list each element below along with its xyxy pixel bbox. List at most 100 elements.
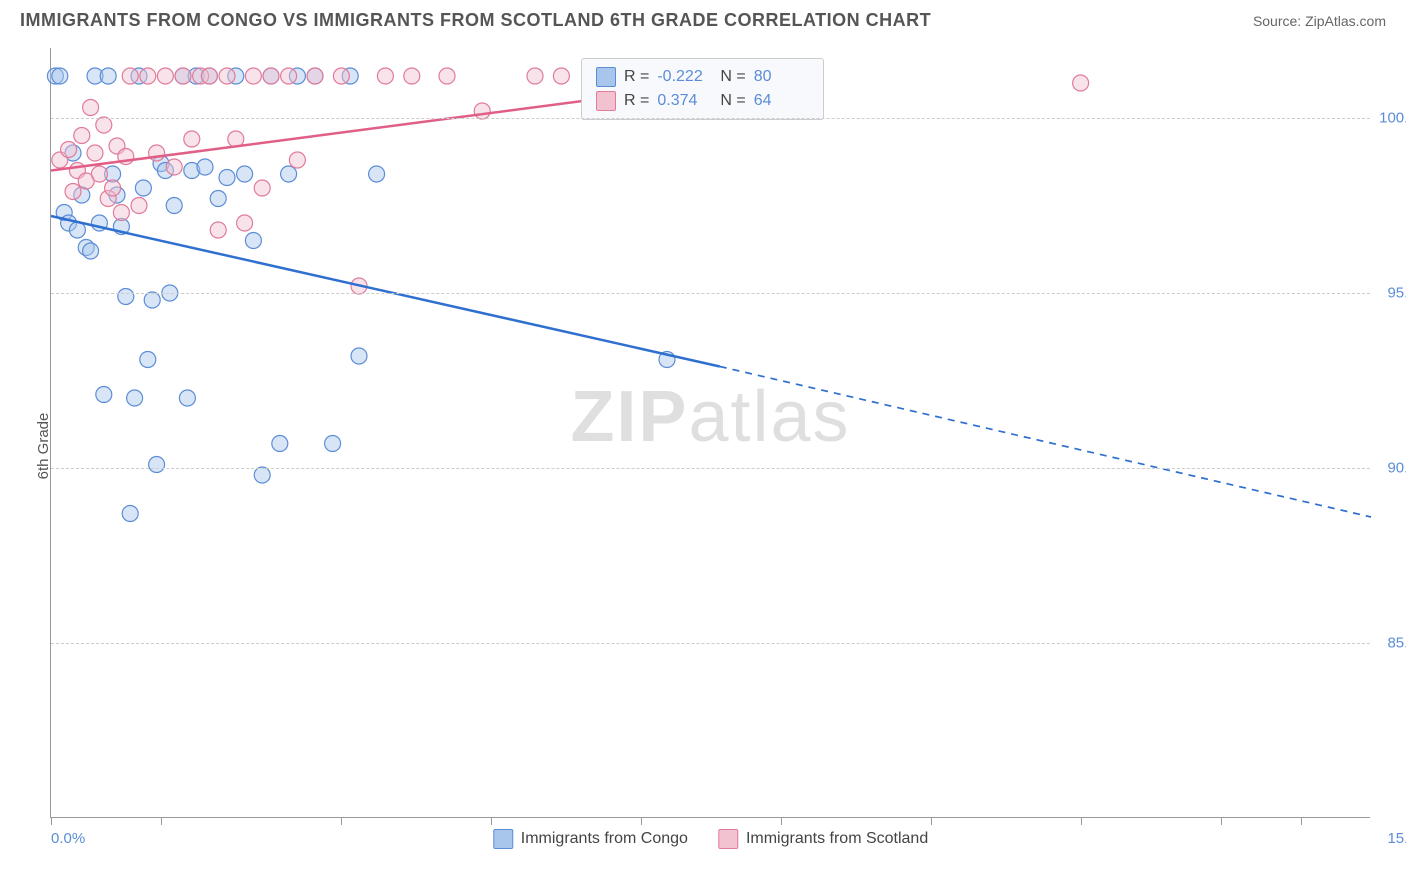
x-tick xyxy=(1301,817,1302,825)
data-point xyxy=(527,68,543,84)
data-point xyxy=(127,390,143,406)
y-gridline xyxy=(51,468,1370,469)
data-point xyxy=(201,68,217,84)
data-point xyxy=(245,233,261,249)
data-point xyxy=(61,142,77,158)
legend-n-value: 80 xyxy=(754,68,809,86)
data-point xyxy=(118,289,134,305)
legend-r-label: R = xyxy=(624,68,649,86)
legend-r-label: R = xyxy=(624,92,649,110)
legend-series-name: Immigrants from Congo xyxy=(521,830,688,848)
regression-line xyxy=(51,90,667,171)
data-point xyxy=(377,68,393,84)
x-tick xyxy=(781,817,782,825)
data-point xyxy=(122,506,138,522)
data-point xyxy=(254,467,270,483)
data-point xyxy=(281,68,297,84)
legend-n-value: 64 xyxy=(754,92,809,110)
data-point xyxy=(439,68,455,84)
data-point xyxy=(553,68,569,84)
data-point xyxy=(351,348,367,364)
data-point xyxy=(404,68,420,84)
data-point xyxy=(237,166,253,182)
x-tick xyxy=(51,817,52,825)
stats-legend: R = -0.222 N = 80 R = 0.374 N = 64 xyxy=(581,58,824,120)
data-point xyxy=(91,166,107,182)
data-point xyxy=(474,103,490,119)
data-point xyxy=(289,152,305,168)
legend-r-value: -0.222 xyxy=(657,68,712,86)
regression-line xyxy=(51,216,720,367)
legend-swatch xyxy=(493,829,513,849)
y-gridline xyxy=(51,293,1370,294)
x-tick xyxy=(161,817,162,825)
data-point xyxy=(96,387,112,403)
legend-item: Immigrants from Scotland xyxy=(718,829,928,849)
data-point xyxy=(175,68,191,84)
data-point xyxy=(281,166,297,182)
data-point xyxy=(144,292,160,308)
data-point xyxy=(219,68,235,84)
data-point xyxy=(96,117,112,133)
data-point xyxy=(254,180,270,196)
legend-series-name: Immigrants from Scotland xyxy=(746,830,928,848)
chart-header: IMMIGRANTS FROM CONGO VS IMMIGRANTS FROM… xyxy=(0,0,1406,39)
data-point xyxy=(87,145,103,161)
data-point xyxy=(65,184,81,200)
y-tick-label: 95.0% xyxy=(1375,285,1406,302)
chart-title: IMMIGRANTS FROM CONGO VS IMMIGRANTS FROM… xyxy=(20,10,931,31)
chart-svg xyxy=(51,48,1370,817)
series-legend: Immigrants from Congo Immigrants from Sco… xyxy=(493,829,928,849)
data-point xyxy=(122,68,138,84)
data-point xyxy=(83,243,99,259)
data-point xyxy=(307,68,323,84)
y-gridline xyxy=(51,643,1370,644)
data-point xyxy=(210,222,226,238)
data-point xyxy=(1073,75,1089,91)
data-point xyxy=(52,68,68,84)
x-tick xyxy=(1221,817,1222,825)
y-gridline xyxy=(51,118,1370,119)
legend-r-value: 0.374 xyxy=(657,92,712,110)
legend-swatch xyxy=(596,91,616,111)
data-point xyxy=(149,457,165,473)
data-point xyxy=(369,166,385,182)
data-point xyxy=(166,198,182,214)
y-tick-label: 100.0% xyxy=(1375,110,1406,127)
data-point xyxy=(74,128,90,144)
data-point xyxy=(237,215,253,231)
data-point xyxy=(197,159,213,175)
data-point xyxy=(105,180,121,196)
legend-row: R = -0.222 N = 80 xyxy=(596,65,809,89)
data-point xyxy=(135,180,151,196)
data-point xyxy=(83,100,99,116)
y-tick-label: 85.0% xyxy=(1375,635,1406,652)
chart-source: Source: ZipAtlas.com xyxy=(1253,13,1386,29)
data-point xyxy=(184,131,200,147)
x-tick xyxy=(641,817,642,825)
legend-row: R = 0.374 N = 64 xyxy=(596,89,809,113)
data-point xyxy=(166,159,182,175)
data-point xyxy=(325,436,341,452)
x-tick xyxy=(341,817,342,825)
legend-item: Immigrants from Congo xyxy=(493,829,688,849)
y-tick-label: 90.0% xyxy=(1375,460,1406,477)
data-point xyxy=(333,68,349,84)
data-point xyxy=(157,68,173,84)
data-point xyxy=(140,352,156,368)
legend-swatch xyxy=(596,67,616,87)
data-point xyxy=(272,436,288,452)
x-tick xyxy=(491,817,492,825)
data-point xyxy=(131,198,147,214)
chart-area: ZIPatlas R =-0.222N =80R =0.374N =64 Imm… xyxy=(50,48,1370,818)
data-point xyxy=(219,170,235,186)
data-point xyxy=(245,68,261,84)
data-point xyxy=(263,68,279,84)
x-axis-min-label: 0.0% xyxy=(51,830,85,847)
regression-line-extrapolated xyxy=(720,367,1371,518)
legend-n-label: N = xyxy=(720,68,745,86)
data-point xyxy=(210,191,226,207)
legend-swatch xyxy=(718,829,738,849)
data-point xyxy=(100,68,116,84)
legend-n-label: N = xyxy=(720,92,745,110)
